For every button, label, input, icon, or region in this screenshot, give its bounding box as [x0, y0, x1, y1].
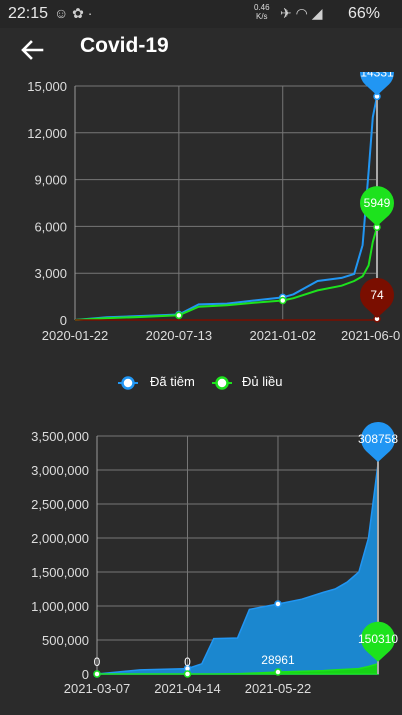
chart-legend: Đã tiêm Đủ liều [0, 372, 402, 394]
chart2-y-tick-label: 3,500,000 [31, 429, 89, 444]
chart1-x-tick-label: 2021-06-0 [341, 328, 400, 343]
chart2-y-tick-label: 1,500,000 [31, 565, 89, 580]
page-title: Covid-19 [80, 34, 169, 57]
chart2-point-label: 0 [184, 655, 191, 669]
chart2-marker-da-tiem-pin [361, 422, 395, 463]
status-time: 22:15 [8, 5, 49, 22]
chart2-data-point [274, 600, 282, 608]
app-bar: Covid-19 [0, 28, 402, 72]
chart1-marker-du-lieu-pin [360, 186, 394, 227]
chart2-data-point [183, 670, 192, 678]
chart1-marker-da-tiem-pin [360, 72, 394, 96]
chart1-y-tick-label: 9,000 [34, 173, 67, 188]
chart2-data-point [274, 668, 282, 676]
chart1-data-point [278, 296, 287, 305]
legend-marker-du-lieu [212, 376, 232, 390]
chart2-y-tick-label: 500,000 [42, 633, 89, 648]
chart2-data-point [93, 670, 101, 678]
chart1-marker-third-pin [360, 277, 394, 318]
chart2-y-tick-label: 1,000,000 [31, 599, 89, 614]
chart2-series-area-1 [97, 662, 379, 675]
network-speed-unit: K/s [256, 12, 268, 21]
legend-label-du-lieu: Đủ liều [242, 374, 283, 389]
chart2-marker-da-tiem-label: 308758 [358, 432, 398, 446]
chart1-y-tick-label: 6,000 [34, 219, 67, 234]
notification-icons: ☺ ✿ · [54, 5, 93, 21]
network-speed: 0.46 K/s [254, 3, 270, 21]
network-speed-value: 0.46 [254, 3, 270, 12]
chart2-point-label: 28961 [261, 653, 295, 667]
status-bar: 22:15 ☺ ✿ · 0.46 K/s ✈ ◠ ◢ 66% [0, 0, 402, 28]
chart2-marker-du-lieu-pin [361, 621, 395, 662]
arrow-left-icon[interactable] [18, 36, 46, 64]
chart2-x-tick-label: 2021-04-14 [154, 681, 221, 696]
vaccination-line-chart: 0 3,000 6,000 9,000 12,000 15,000 2020-01-22 20… [27, 72, 400, 343]
chart1-y-tick-label: 0 [60, 313, 67, 328]
chart2-y-tick-label: 3,000,000 [31, 463, 89, 478]
legend-label-da-tiem: Đã tiêm [150, 374, 195, 389]
chart1-x-tick-label: 2020-01-22 [42, 328, 109, 343]
chart2-marker-du-lieu-label: 150310 [358, 632, 398, 646]
battery-level: 66% [348, 5, 381, 22]
chart1-series-line-0 [74, 96, 378, 321]
chart1-series-line-1 [74, 226, 378, 321]
chart2-x-tick-label: 2021-03-07 [64, 681, 131, 696]
chart1-marker-du-lieu-label: 5949 [364, 196, 391, 210]
chart2-series-area-0 [96, 463, 379, 675]
chart1-series-line-2 [75, 318, 378, 321]
chart1-data-point [175, 311, 183, 320]
chart1-marker-da-tiem-label: 14331 [360, 72, 394, 79]
chart1-x-tick-label: 2021-01-02 [249, 328, 316, 343]
chart2-point-label: 0 [94, 655, 101, 669]
chart1-marker-third-label: 74 [370, 288, 384, 302]
chart1-y-tick-label: 12,000 [27, 126, 67, 141]
chart1-x-tick-label: 2020-07-13 [146, 328, 213, 343]
chart2-y-tick-label: 0 [82, 667, 89, 682]
vaccination-area-chart: 0 500,000 1,000,000 1,500,000 2,000,000 2,500… [31, 422, 398, 696]
chart2-y-tick-label: 2,000,000 [31, 531, 89, 546]
chart2-x-tick-label: 2021-05-22 [245, 681, 312, 696]
chart1-y-tick-label: 3,000 [34, 266, 67, 281]
chart2-y-tick-label: 2,500,000 [31, 497, 89, 512]
legend-marker-da-tiem [118, 376, 138, 390]
chart1-y-tick-label: 15,000 [27, 79, 67, 94]
signal-icons: ✈ ◠ ◢ [280, 5, 323, 21]
